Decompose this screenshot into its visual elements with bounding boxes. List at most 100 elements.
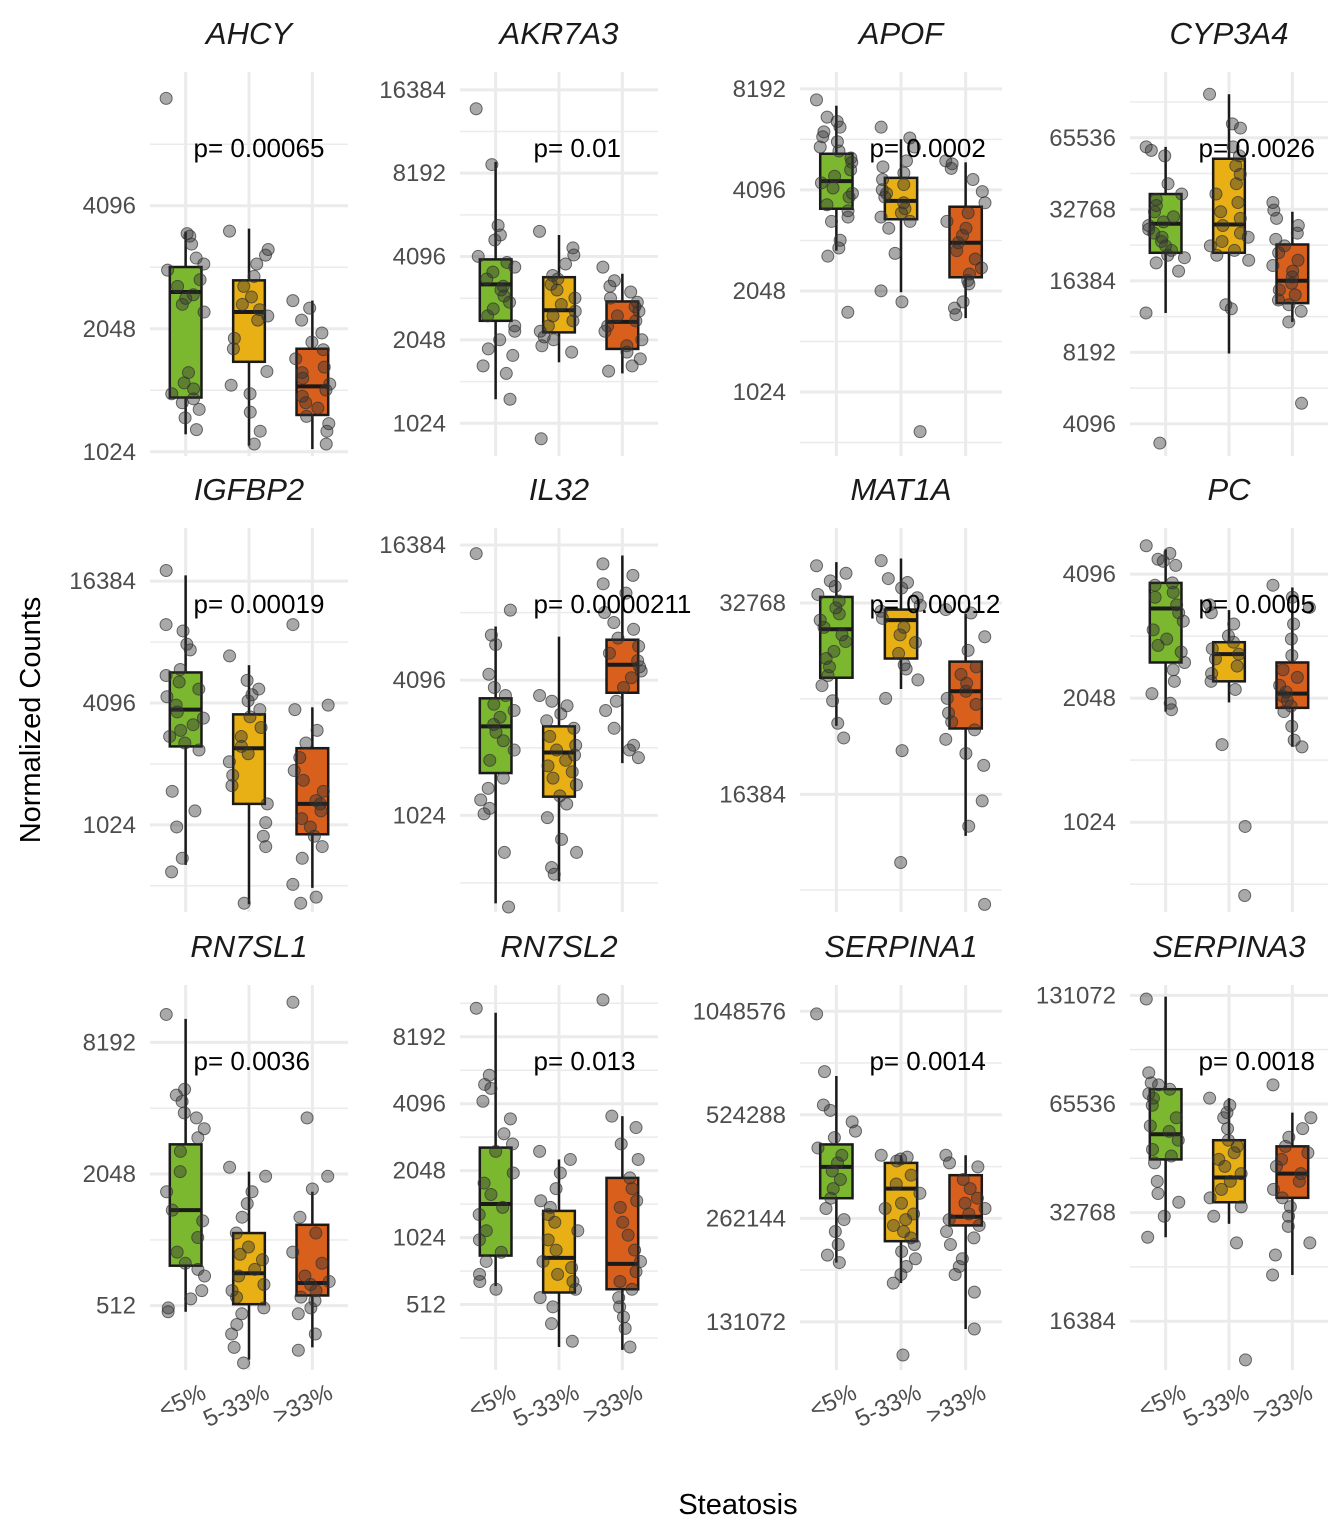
data-point [533, 688, 547, 702]
data-point [956, 295, 970, 309]
data-point [173, 662, 187, 676]
data-point [1161, 248, 1175, 262]
data-point [943, 1238, 957, 1252]
data-point [1290, 226, 1304, 240]
data-point [907, 1238, 921, 1252]
data-point [315, 840, 329, 854]
data-point [248, 1262, 262, 1276]
data-point [225, 1327, 239, 1341]
data-point [1203, 1191, 1217, 1205]
data-point [874, 120, 888, 134]
p-value-label: p= 0.00019 [194, 589, 325, 619]
data-point [610, 309, 624, 323]
data-point [876, 160, 890, 174]
data-point [243, 387, 257, 401]
data-point [545, 1317, 559, 1331]
data-point [1172, 264, 1186, 278]
data-point [309, 1284, 323, 1298]
y-tick-label: 1024 [83, 812, 136, 839]
data-point [170, 820, 184, 834]
data-point [551, 272, 565, 286]
panel-title: RN7SL2 [500, 929, 617, 964]
data-point [250, 257, 264, 271]
data-point [183, 643, 197, 657]
data-point [1166, 210, 1180, 224]
data-point [888, 246, 902, 260]
data-point [241, 694, 255, 708]
data-point [939, 732, 953, 746]
data-point [817, 125, 831, 139]
data-point [315, 326, 329, 340]
data-point [223, 649, 237, 663]
data-point [1304, 1111, 1318, 1125]
data-point [826, 1182, 840, 1196]
data-point [596, 557, 610, 571]
y-tick-label: 16384 [719, 781, 786, 808]
data-point [567, 721, 581, 735]
y-tick-label: 65536 [1049, 1091, 1116, 1118]
data-point [186, 718, 200, 732]
data-point [559, 753, 573, 767]
data-point [621, 1228, 635, 1242]
data-point [967, 1322, 981, 1336]
data-point [943, 1156, 957, 1170]
data-point [1162, 1124, 1176, 1138]
data-point [287, 764, 301, 778]
data-point [286, 877, 300, 891]
data-point [1226, 140, 1240, 154]
data-point [951, 236, 965, 250]
panel-cyp3a4: 4096 8192 16384 32768 65536 CYP3A4 p= 0.0026 [1049, 16, 1328, 456]
data-point [536, 1254, 550, 1268]
data-point [1148, 1156, 1162, 1170]
data-point [171, 279, 185, 293]
data-point [498, 688, 512, 702]
y-tick-label: 1024 [83, 439, 136, 466]
data-point [227, 331, 241, 345]
data-point [1163, 696, 1177, 710]
data-point [469, 1001, 483, 1015]
y-tick-label: 1024 [393, 1225, 446, 1252]
data-point [948, 1268, 962, 1282]
data-point [295, 812, 309, 826]
data-point [189, 1111, 203, 1125]
data-point [186, 288, 200, 302]
data-point [899, 662, 913, 676]
data-point [616, 680, 630, 694]
data-point [196, 1214, 210, 1228]
y-tick-label: 8192 [83, 1029, 136, 1056]
data-point [493, 333, 507, 347]
data-point [607, 615, 621, 629]
data-point [480, 272, 494, 286]
y-tick-label: 16384 [1049, 1308, 1116, 1335]
data-point [1143, 1119, 1157, 1133]
data-point [316, 784, 330, 798]
data-point [533, 224, 547, 238]
data-point [828, 1225, 842, 1239]
data-point [841, 210, 855, 224]
data-point [832, 144, 846, 158]
data-point [506, 348, 520, 362]
data-point [1146, 623, 1160, 637]
data-point [566, 314, 580, 328]
data-point [259, 248, 273, 262]
data-point [959, 684, 973, 698]
data-point [253, 703, 267, 717]
data-point [1161, 177, 1175, 191]
data-point [605, 1109, 619, 1123]
data-point [196, 711, 210, 725]
data-point [616, 1215, 630, 1229]
data-point [820, 1248, 834, 1262]
data-point [1205, 642, 1219, 656]
data-point [1231, 196, 1245, 210]
y-axis-title: Normalized Counts [15, 597, 47, 844]
data-point [230, 1290, 244, 1304]
data-point [543, 729, 557, 743]
data-point [899, 1213, 913, 1227]
data-point [631, 1152, 645, 1166]
data-point [548, 1215, 562, 1229]
data-point [175, 851, 189, 865]
data-point [978, 630, 992, 644]
data-point [818, 1065, 832, 1079]
data-point [598, 324, 612, 338]
